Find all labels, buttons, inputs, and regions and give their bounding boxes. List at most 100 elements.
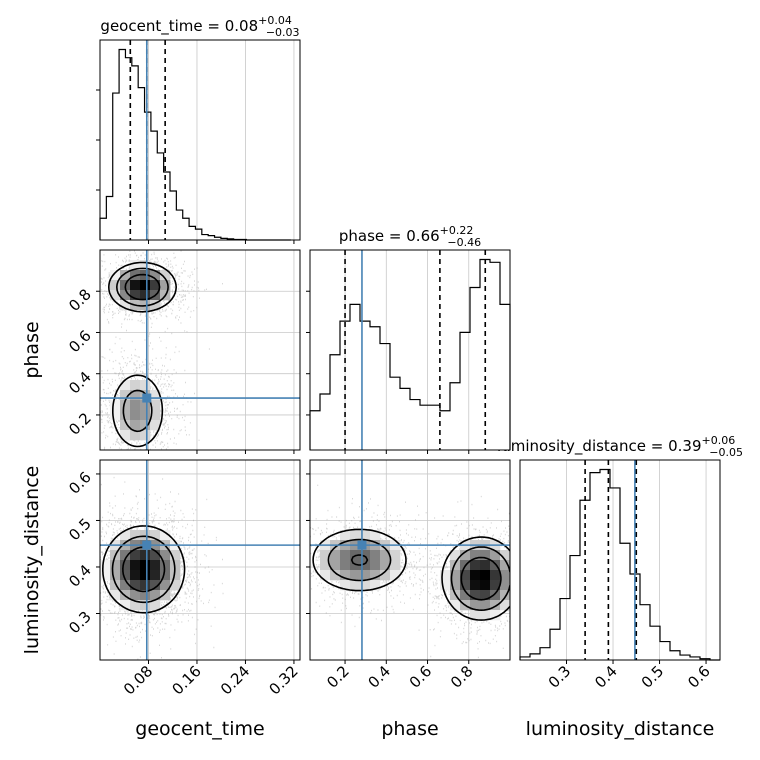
density-cell (490, 590, 501, 601)
density-cell (110, 560, 121, 571)
x-tick-label: 0.32 (265, 662, 301, 698)
density-cell (370, 570, 381, 581)
density-cell (140, 560, 151, 571)
density-cell (130, 390, 141, 401)
density-cell (120, 580, 131, 591)
hist-panel-geocent-time (96, 39, 301, 241)
density-cell (390, 570, 401, 581)
x-tick-label: 0.16 (168, 662, 204, 698)
density-cell (150, 400, 161, 411)
x-tick-label: 0.24 (217, 662, 253, 698)
xlabel-geocent-time: geocent_time (135, 718, 264, 740)
density-cell (350, 530, 361, 541)
joint-density (100, 460, 300, 660)
density-cell (140, 400, 151, 411)
density-cell (390, 550, 401, 561)
density-cell (370, 530, 381, 541)
axes-frame (99, 39, 301, 241)
density-cell (140, 380, 151, 391)
density-cell (150, 600, 161, 611)
x-tick-label: 0.8 (447, 662, 477, 692)
density-cell (130, 380, 141, 391)
y-tick-label: 0.5 (65, 515, 95, 545)
density-cell (130, 580, 141, 591)
density-cell (120, 290, 131, 301)
x-tick-label: 0.08 (120, 662, 156, 698)
density-cell (130, 590, 141, 601)
density-cell (320, 550, 331, 561)
hist-panel-phase (309, 249, 511, 451)
density-cell (160, 570, 171, 581)
joint-density (100, 250, 300, 450)
density-cell (140, 260, 151, 271)
density-cell (160, 280, 171, 291)
density-cell (450, 570, 461, 581)
density-cell (500, 570, 510, 581)
contour-line (327, 538, 510, 611)
density-cell (380, 560, 391, 571)
joint-panel-phase-vs-geocent-time (99, 249, 301, 451)
density-cell (110, 280, 121, 291)
xlabel-luminosity-distance: luminosity_distance (526, 718, 715, 740)
density-cell (160, 580, 171, 591)
density-cell (360, 550, 371, 561)
histogram-step (99, 48, 291, 241)
density-cell (120, 430, 131, 441)
density-cell (140, 550, 151, 561)
density-cell (450, 600, 461, 611)
density-cell (120, 390, 131, 401)
density-cell (330, 560, 341, 571)
density-cell (120, 380, 131, 391)
density-cell (120, 600, 131, 611)
density-cell (170, 570, 181, 581)
density-cell (340, 530, 351, 541)
density-cell (320, 560, 331, 571)
density-cell (460, 590, 471, 601)
x-tick-label: 0.4 (591, 662, 621, 692)
density-cell (360, 570, 371, 581)
density-cell (110, 570, 121, 581)
density-cell (480, 570, 491, 581)
panel-bg (100, 40, 300, 240)
density-cell (130, 530, 141, 541)
histogram-step (519, 468, 720, 661)
joint-density (310, 460, 510, 660)
density-cell (470, 580, 481, 591)
density-cell (140, 570, 151, 581)
density-cell (140, 420, 151, 431)
density-cell (150, 550, 161, 561)
density-cell (100, 570, 111, 581)
truth-marker (142, 540, 152, 550)
density-cell (110, 400, 121, 411)
density-cell (110, 410, 121, 421)
density-cell (490, 600, 501, 611)
density-cell (150, 590, 161, 601)
density-cell (470, 570, 481, 581)
density-cell (500, 600, 510, 611)
density-cell (370, 560, 381, 571)
density-cell (500, 560, 510, 571)
y-tick-label: 0.2 (65, 409, 95, 439)
density-cell (120, 400, 131, 411)
density-cell (100, 560, 111, 571)
histogram-step (309, 258, 511, 450)
density-cell (450, 550, 461, 561)
density-cell (350, 570, 361, 581)
axes-frame (99, 249, 301, 451)
density-cell (490, 610, 501, 621)
density-cell (120, 560, 131, 571)
density-cell (130, 400, 141, 411)
density-cell (350, 580, 361, 591)
density-cell (490, 580, 501, 591)
density-cell (140, 590, 151, 601)
density-cell (150, 280, 161, 291)
contour-line (350, 554, 502, 601)
density-cell (150, 270, 161, 281)
density-cell (130, 280, 141, 291)
density-cell (490, 550, 501, 561)
density-cell (140, 430, 151, 441)
density-cell (160, 550, 171, 561)
density-cell (150, 580, 161, 591)
density-cell (470, 590, 481, 601)
